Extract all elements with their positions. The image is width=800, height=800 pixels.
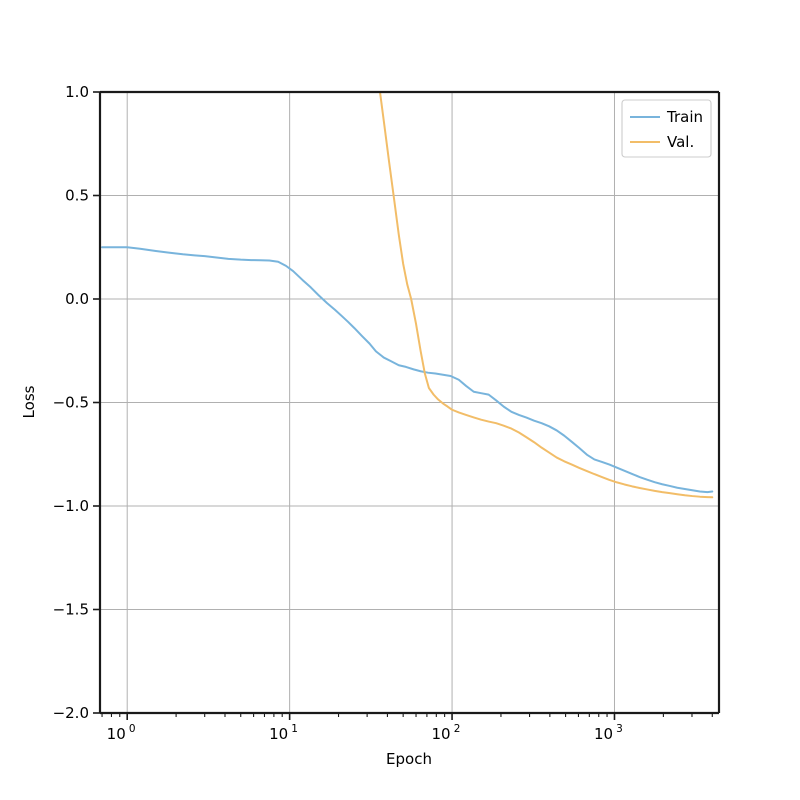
y-tick-label-5: 0.5 [65, 187, 89, 205]
x-tick-mantissa-0: 10 [107, 725, 126, 743]
x-tick-label-3: 10 3 [594, 723, 623, 743]
y-tick-label-4: 0.0 [65, 290, 89, 308]
y-tick-label-6: 1.0 [65, 83, 89, 101]
x-tick-exponent-2: 2 [454, 723, 461, 735]
x-tick-label-2: 10 2 [432, 723, 461, 743]
legend-label-train: Train [666, 108, 703, 126]
legend-label-val: Val. [667, 133, 694, 151]
x-tick-exponent-3: 3 [616, 723, 623, 735]
x-tick-label-1: 10 1 [269, 723, 298, 743]
series-line-val [378, 92, 714, 499]
x-tick-mantissa-2: 10 [432, 725, 451, 743]
axis-ticks [93, 91, 713, 720]
x-axis-label: Epoch [386, 750, 432, 768]
y-tick-label-2: −1.0 [53, 497, 89, 515]
legend[interactable]: Train Val. [621, 99, 712, 158]
x-tick-mantissa-3: 10 [594, 725, 613, 743]
x-tick-exponent-0: 0 [129, 723, 136, 735]
data-series-layer [101, 92, 714, 499]
x-tick-mantissa-1: 10 [269, 725, 288, 743]
y-tick-label-0: −2.0 [53, 704, 89, 722]
y-axis-label: Loss [20, 385, 38, 418]
x-tick-exponent-1: 1 [291, 723, 298, 735]
y-tick-label-3: −0.5 [53, 394, 89, 412]
y-tick-label-1: −1.5 [53, 601, 89, 619]
x-tick-label-0: 10 0 [107, 723, 136, 743]
series-line-train [101, 246, 714, 494]
axis-tick-labels: 10 0 10 1 10 2 10 3−2.0−1.5−1.0−0.50.00.51.0 [53, 83, 623, 743]
